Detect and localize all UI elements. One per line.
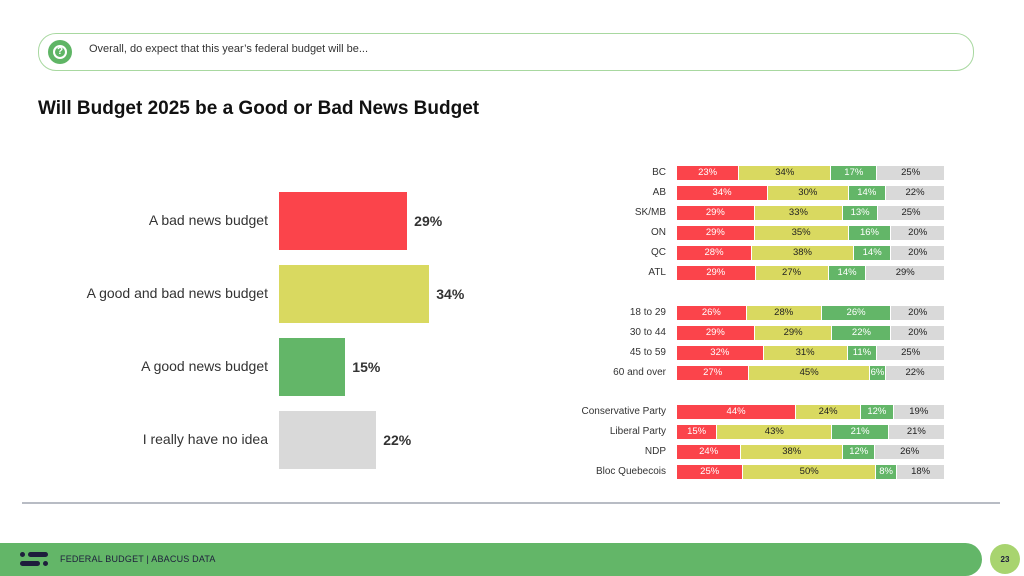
stacked-segment: 16%	[848, 226, 892, 240]
stacked-segment: 22%	[832, 326, 892, 340]
stacked-segment: 29%	[677, 326, 755, 340]
stacked-segment: 50%	[743, 465, 876, 479]
stacked-segment: 8%	[876, 465, 898, 479]
stacked-segment: 22%	[886, 186, 945, 200]
stacked-segment: 29%	[677, 226, 755, 240]
stacked-segment: 20%	[891, 246, 945, 260]
row-label: Conservative Party	[581, 406, 666, 417]
bar	[279, 338, 346, 396]
row-label: 30 to 44	[629, 327, 666, 338]
stacked-segment: 45%	[749, 366, 870, 380]
stacked-segment: 26%	[677, 306, 747, 320]
stacked-segment: 11%	[847, 346, 878, 360]
stacked-segment: 27%	[677, 366, 750, 380]
bar-label: I really have no idea	[142, 431, 268, 447]
row-label: 60 and over	[613, 367, 666, 378]
stacked-segment: 22%	[886, 366, 945, 380]
stacked-segment: 12%	[861, 405, 894, 419]
stacked-segment: 30%	[768, 186, 849, 200]
stacked-segment: 25%	[877, 346, 945, 360]
stacked-segment: 29%	[677, 266, 756, 280]
stacked-segment: 25%	[878, 206, 945, 220]
footer-bar: FEDERAL BUDGET | ABACUS DATA	[0, 543, 982, 576]
stacked-segment: 29%	[677, 206, 755, 220]
question-box: ? Overall, do expect that this year’s fe…	[38, 33, 974, 71]
stacked-segment: 14%	[853, 246, 892, 260]
stacked-segment: 18%	[897, 465, 945, 479]
row-label: NDP	[644, 446, 666, 457]
bar	[279, 411, 377, 469]
stacked-segment: 34%	[677, 186, 769, 200]
stacked-segment: 32%	[677, 346, 764, 360]
divider	[22, 502, 1000, 504]
bar-value-label: 22%	[383, 432, 412, 448]
stacked-segment: 20%	[891, 326, 945, 340]
stacked-segment: 6%	[869, 366, 887, 380]
stacked-segment: 21%	[888, 425, 945, 439]
row-label: ATL	[648, 267, 666, 278]
stacked-segment: 25%	[677, 465, 744, 479]
stacked-segment: 38%	[741, 445, 844, 459]
page-number: 23	[990, 544, 1020, 574]
row-label: ON	[651, 227, 666, 238]
bar-label: A good news budget	[141, 358, 268, 374]
stacked-segment: 43%	[717, 425, 833, 439]
row-label: 18 to 29	[629, 307, 666, 318]
stacked-segment: 31%	[763, 346, 848, 360]
bar-value-label: 34%	[436, 286, 465, 302]
stacked-segment: 25%	[877, 166, 945, 180]
stacked-segment: 14%	[848, 186, 887, 200]
stacked-segment: 26%	[821, 306, 892, 320]
stacked-segment: 14%	[828, 266, 867, 280]
stacked-segment: 44%	[677, 405, 797, 419]
bar	[279, 192, 408, 250]
stacked-segment: 35%	[754, 226, 849, 240]
stacked-segment: 34%	[739, 166, 832, 180]
abacus-logo-icon	[20, 552, 52, 569]
bar-value-label: 29%	[414, 213, 443, 229]
stacked-segment: 20%	[891, 226, 945, 240]
bar-label: A good and bad news budget	[86, 285, 268, 301]
stacked-segment: 24%	[677, 445, 742, 459]
stacked-segment: 26%	[875, 445, 945, 459]
stacked-segment: 28%	[677, 246, 753, 260]
stacked-segment: 23%	[677, 166, 740, 180]
row-label: AB	[652, 187, 666, 198]
chart-title: Will Budget 2025 be a Good or Bad News B…	[38, 98, 480, 119]
footer-text: FEDERAL BUDGET | ABACUS DATA	[60, 554, 216, 564]
stacked-segment: 15%	[677, 425, 718, 439]
question-text: Overall, do expect that this year’s fede…	[89, 43, 369, 55]
row-label: QC	[651, 247, 666, 258]
row-label: Liberal Party	[609, 426, 666, 437]
stacked-segment: 17%	[831, 166, 878, 180]
stacked-segment: 13%	[843, 206, 878, 220]
stacked-segment: 38%	[752, 246, 854, 260]
bar-value-label: 15%	[352, 359, 381, 375]
question-icon: ?	[48, 40, 72, 64]
stacked-segment: 33%	[754, 206, 844, 220]
stacked-segment: 21%	[832, 425, 889, 439]
bar-label: A bad news budget	[148, 212, 268, 228]
row-label: BC	[652, 167, 666, 178]
stacked-segment: 24%	[796, 405, 862, 419]
stacked-segment: 27%	[755, 266, 829, 280]
stacked-segment: 12%	[843, 445, 876, 459]
stacked-segment: 29%	[754, 326, 833, 340]
stacked-segment: 29%	[866, 266, 945, 280]
stacked-segment: 28%	[746, 306, 822, 320]
row-label: Bloc Quebecois	[595, 466, 666, 477]
row-label: 45 to 59	[629, 347, 666, 358]
stacked-segment: 19%	[893, 405, 945, 419]
bar	[279, 265, 430, 323]
row-label: SK/MB	[634, 207, 666, 218]
stacked-segment: 20%	[891, 306, 945, 320]
